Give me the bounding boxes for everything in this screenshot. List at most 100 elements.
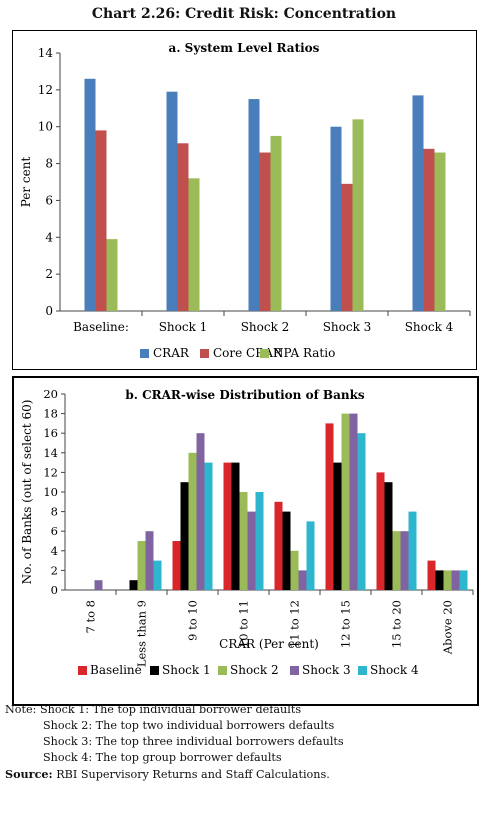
legend-swatch	[290, 666, 299, 675]
bar-shock-3-3	[247, 511, 256, 590]
bar-baseline-4	[274, 501, 283, 590]
legend-label: NPA Ratio	[273, 346, 335, 360]
bar-shock-4-4	[306, 521, 315, 590]
x-tick-label: 7 to 8	[84, 600, 98, 634]
bar-crar-1	[166, 91, 178, 311]
bar-baseline-7	[427, 560, 436, 590]
legend-swatch	[78, 666, 87, 675]
bar-shock-1-3	[231, 462, 240, 590]
bar-crar-0	[84, 78, 96, 311]
note-line-2: Shock 2: The top two individual borrower…	[43, 719, 335, 732]
y-tick-label: 10	[38, 120, 53, 134]
y-tick-label: 0	[45, 304, 53, 318]
source-line: Source: RBI Supervisory Returns and Staf…	[5, 766, 485, 783]
x-tick-label: Shock 1	[159, 320, 208, 334]
bar-baseline-2	[172, 541, 181, 590]
y-tick-label: 8	[45, 157, 53, 171]
x-tick-label: Shock 4	[405, 320, 454, 334]
bar-shock-2-3	[239, 492, 248, 590]
x-tick-label: 11 to 12	[288, 600, 302, 648]
source-label: Source:	[5, 767, 53, 781]
bar-npa-ratio-2	[270, 135, 282, 311]
bar-shock-2-6	[392, 531, 401, 590]
bar-shock-2-1	[137, 541, 146, 590]
note-line-1: Note: Shock 1: The top individual borrow…	[5, 702, 485, 718]
y-tick-label: 14	[43, 446, 58, 460]
y-tick-label: 4	[51, 544, 58, 558]
note-line-4: Shock 4: The top group borrower defaults	[43, 751, 282, 764]
bar-shock-4-1	[153, 560, 162, 590]
bar-shock-3-7	[451, 570, 460, 590]
bar-baseline-6	[376, 472, 385, 590]
y-tick-label: 18	[43, 407, 58, 421]
system-level-ratios-chart: a. System Level Ratios 0 2 4 6 8 10 12 14 Per cen…	[19, 41, 471, 360]
note-line-3: Shock 3: The top three individual borrow…	[43, 735, 344, 748]
y-tick-label: 14	[38, 46, 54, 60]
bar-shock-2-5	[341, 413, 350, 590]
bar-shock-4-3	[255, 492, 264, 590]
y-axis-label: No. of Banks (out of select 60)	[20, 400, 34, 585]
x-tick-label: 12 to 15	[339, 600, 353, 648]
legend-label: Baseline	[90, 663, 142, 677]
bar-core-crar-4	[423, 148, 435, 311]
bar-shock-1-2	[180, 482, 189, 590]
bar-shock-4-7	[459, 570, 468, 590]
y-tick-label: 12	[38, 83, 53, 97]
y-tick-label: 6	[45, 193, 53, 207]
bar-shock-4-5	[357, 433, 366, 590]
legend-swatch	[358, 666, 367, 675]
bar-shock-3-2	[196, 433, 205, 590]
bar-crar-4	[412, 95, 424, 311]
legend-swatch	[200, 349, 209, 358]
bar-baseline-5	[325, 423, 334, 590]
bar-shock-3-5	[349, 413, 358, 590]
chart-panel-crar-distribution: b. CRAR-wise Distribution of Banks 0 2 4 6 8 1…	[12, 376, 479, 706]
bar-shock-1-1	[129, 580, 138, 590]
bar-shock-3-4	[298, 570, 307, 590]
bar-shock-3-0	[94, 580, 103, 590]
bar-npa-ratio-1	[188, 178, 200, 311]
bar-baseline-3	[223, 462, 232, 590]
x-tick-label: Shock 3	[323, 320, 372, 334]
bar-shock-3-1	[145, 531, 154, 590]
y-tick-label: 20	[43, 387, 58, 401]
x-tick-label: 15 to 20	[390, 600, 404, 648]
chart-title: a. System Level Ratios	[169, 41, 320, 55]
x-tick-label: Shock 2	[241, 320, 290, 334]
legend-label: CRAR	[153, 346, 190, 360]
bar-shock-2-2	[188, 452, 197, 590]
x-axis-label: CRAR (Per cent)	[219, 637, 319, 651]
source-text: RBI Supervisory Returns and Staff Calcul…	[56, 768, 330, 781]
note-text: Shock 1: The top individual borrower def…	[39, 703, 302, 716]
legend-label: Shock 3	[302, 663, 351, 677]
bar-shock-2-4	[290, 550, 299, 590]
y-tick-label: 6	[51, 524, 58, 538]
legend-label: Shock 4	[370, 663, 419, 677]
bar-shock-4-2	[204, 462, 213, 590]
legend-swatch	[150, 666, 159, 675]
y-tick-label: 12	[43, 465, 58, 479]
chart-panel-system-level-ratios: a. System Level Ratios 0 2 4 6 8 10 12 14 Per cen…	[12, 30, 477, 370]
x-tick-label: Above 20	[441, 600, 455, 655]
x-tick-label: 10 to 11	[237, 600, 251, 648]
bar-crar-3	[330, 126, 342, 311]
bar-npa-ratio-0	[106, 239, 118, 311]
y-tick-label: 10	[43, 485, 58, 499]
bar-shock-2-7	[443, 570, 452, 590]
y-tick-label: 8	[51, 505, 58, 519]
bar-crar-2	[248, 99, 260, 311]
note-label: Note:	[5, 703, 37, 716]
y-tick-label: 16	[43, 426, 58, 440]
bar-core-crar-0	[95, 130, 107, 311]
y-tick-label: 4	[45, 230, 53, 244]
x-tick-label: 9 to 10	[186, 600, 200, 641]
legend-swatch	[140, 349, 149, 358]
bar-shock-4-6	[408, 511, 417, 590]
legend-swatch	[218, 666, 227, 675]
bar-shock-1-5	[333, 462, 342, 590]
y-axis-label: Per cent	[19, 157, 33, 208]
bar-core-crar-1	[177, 143, 189, 311]
y-tick-label: 2	[45, 267, 53, 281]
bar-shock-1-6	[384, 482, 393, 590]
bar-core-crar-2	[259, 152, 271, 311]
